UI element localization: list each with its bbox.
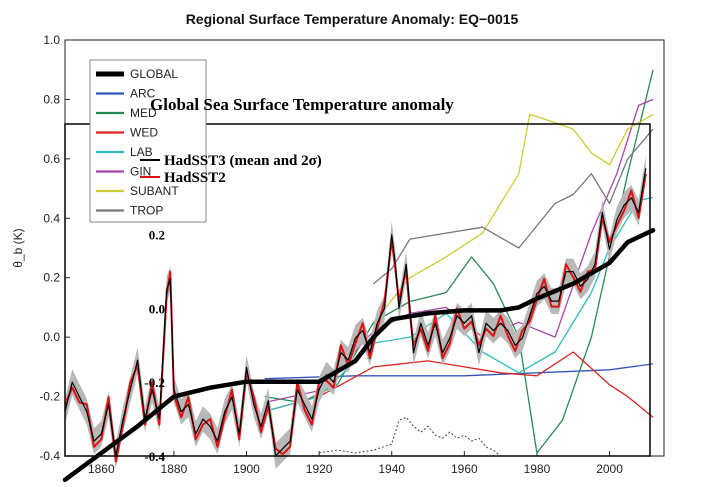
x-tick-label-1940: 1940 <box>378 462 405 476</box>
legend-label-gin: GIN <box>130 165 151 179</box>
series-line-trop <box>373 128 654 285</box>
chart-title: Regional Surface Temperature Anomaly: EQ… <box>186 11 519 27</box>
overlay-title: Global Sea Surface Temperature anomaly <box>150 95 454 114</box>
series-line-hadsst3 <box>64 168 647 457</box>
x-tick-label-1980: 1980 <box>524 462 551 476</box>
y-tick-label-0.6: 0.6 <box>43 152 60 166</box>
x-tick-label-1920: 1920 <box>306 462 333 476</box>
y-tick-label-0.4: 0.4 <box>43 211 60 225</box>
x-tick-label-2000: 2000 <box>596 462 623 476</box>
hadsst3-uncertainty-band <box>65 155 646 469</box>
legend-label-trop: TROP <box>130 204 163 218</box>
dotted-series <box>319 416 501 457</box>
overlay-y-tick-label-0.0: 0.0 <box>149 301 165 316</box>
series-line-wed <box>264 351 654 418</box>
x-tick-label-1860: 1860 <box>88 462 115 476</box>
y-tick-label--0.2: -0.2 <box>39 390 60 404</box>
legend-label-lab: LAB <box>130 145 153 159</box>
y-tick-label-0.0: 0.0 <box>43 330 60 344</box>
series-line-subant <box>373 113 654 323</box>
series-line-med <box>264 69 654 454</box>
overlay-y-tick-label--0.2: -0.2 <box>144 375 165 390</box>
y-tick-label-1.0: 1.0 <box>43 33 60 47</box>
overlay-legend-label-1: HadSST2 <box>164 170 226 186</box>
overlay-layer <box>62 123 656 483</box>
text-layer: 1860 1880 1900 1920 1940 1960 1980 2000 -0.4 -0.2… <box>11 11 623 476</box>
series-line-global <box>62 227 656 483</box>
y-tick-label-0.2: 0.2 <box>43 271 60 285</box>
y-axis-label: θ_b (K) <box>11 228 25 267</box>
overlay-y-tick-label-0.2: 0.2 <box>149 228 165 243</box>
y-tick-label-0.8: 0.8 <box>43 92 60 106</box>
overlay-y-tick-label--0.4: -0.4 <box>144 449 165 464</box>
x-tick-label-1900: 1900 <box>233 462 260 476</box>
x-tick-label-1880: 1880 <box>161 462 188 476</box>
legend-box <box>89 59 207 223</box>
legend-label-global: GLOBAL <box>130 67 178 81</box>
legend-label-subant: SUBANT <box>130 184 179 198</box>
overlay-frame <box>64 123 651 457</box>
legend-label-arc: ARC <box>130 87 156 101</box>
legend-label-med: MED <box>130 106 157 120</box>
series-line-gin <box>264 98 654 404</box>
x-tick-label-1960: 1960 <box>451 462 478 476</box>
overlay-legend-label-0: HadSST3 (mean and 2σ) <box>164 153 322 169</box>
legend-label-wed: WED <box>130 126 158 140</box>
y-tick-label--0.4: -0.4 <box>39 449 60 463</box>
